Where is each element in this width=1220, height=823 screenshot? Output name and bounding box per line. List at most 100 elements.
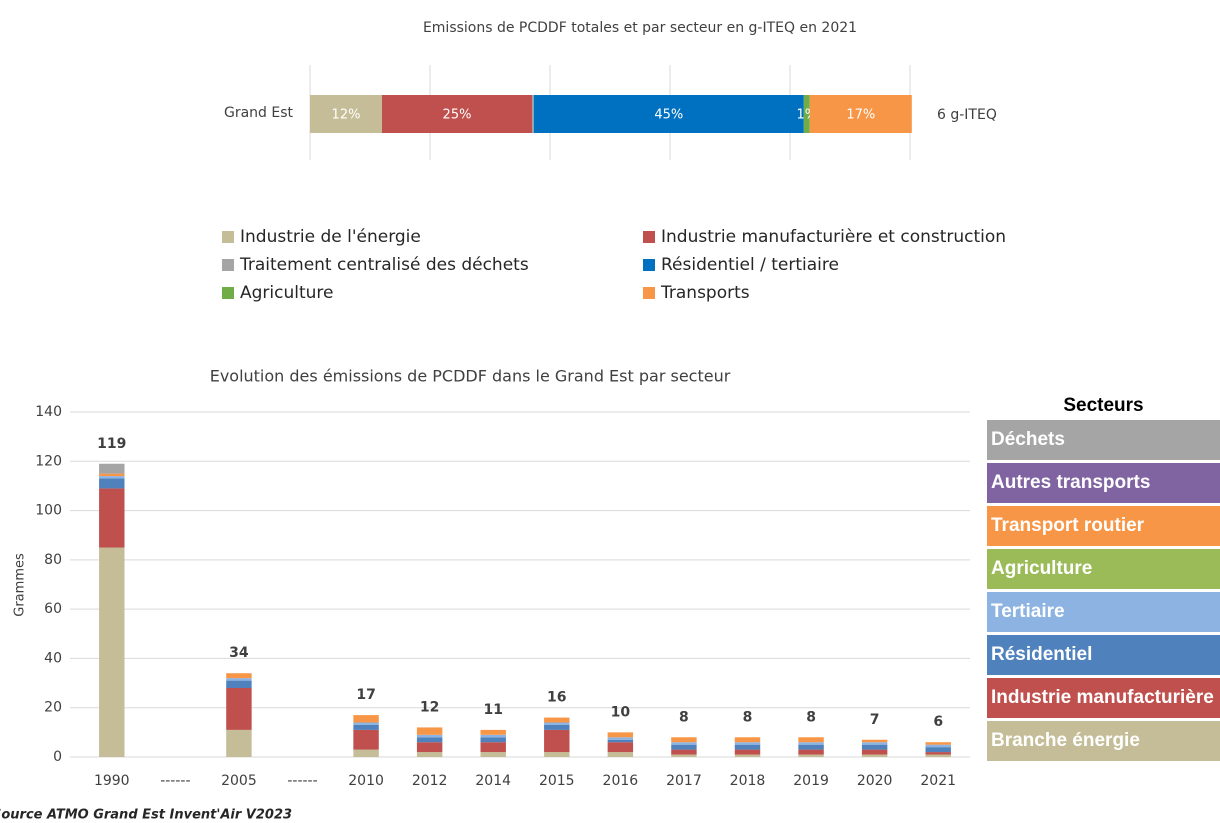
bar-segment <box>544 722 570 725</box>
bar-segment <box>671 742 697 745</box>
y-tick-label: 20 <box>44 700 62 716</box>
bar-segment <box>99 488 125 548</box>
legend-swatch <box>222 259 234 271</box>
bar-segment <box>544 729 570 753</box>
y-tick-label: 0 <box>53 749 62 765</box>
total-label: 8 <box>806 709 816 725</box>
bar-segment <box>532 95 534 133</box>
legend-item: Branche énergie <box>987 721 1220 761</box>
x-tick-label: 2015 <box>539 773 575 789</box>
bar-segment <box>416 752 443 757</box>
bar-segment <box>353 729 379 750</box>
legend-swatch <box>643 259 655 271</box>
bar-segment <box>734 754 761 757</box>
total-label: 17 <box>356 687 375 703</box>
bar-segment <box>99 478 125 489</box>
x-tick-label: ------ <box>287 773 317 789</box>
total-label: 8 <box>743 709 753 725</box>
bar-segment <box>798 737 824 743</box>
bar-segment <box>925 752 951 755</box>
total-label: 11 <box>483 702 502 718</box>
legend-label: Agriculture <box>240 283 334 303</box>
bar-segment <box>671 749 697 755</box>
source-note: Source ATMO Grand Est Invent'Air V2023 <box>0 808 292 823</box>
bar-segment <box>925 742 951 745</box>
legend-swatch <box>222 287 234 299</box>
legend-item: Transport routier <box>987 506 1220 546</box>
bar-segment <box>544 724 570 730</box>
x-tick-label: 2017 <box>666 773 702 789</box>
bar-segment <box>925 744 951 748</box>
y-tick-label: 100 <box>35 503 62 519</box>
bar-segment <box>861 742 888 745</box>
x-tick-label: 2012 <box>412 773 448 789</box>
bar-segment <box>809 95 912 133</box>
bar-segment <box>226 680 252 688</box>
legend-label: Résidentiel / tertiaire <box>661 255 839 275</box>
bar-segment <box>798 754 824 757</box>
y-tick-label: 80 <box>44 552 62 568</box>
y-axis-title: Grammes <box>13 553 28 617</box>
data-label: 17% <box>846 108 875 123</box>
total-label: 7 <box>870 712 880 728</box>
bar-segment <box>310 95 382 133</box>
bar-segment <box>353 722 379 725</box>
legend-label: Traitement centralisé des déchets <box>239 255 529 275</box>
bar-segment <box>803 95 810 133</box>
bar-segment <box>480 737 506 743</box>
bar-segment <box>480 734 506 738</box>
bar-segment <box>607 742 634 753</box>
total-label: 6 <box>933 714 943 730</box>
bar-segment <box>353 715 379 723</box>
total-label: 8 <box>679 709 689 725</box>
legend-item: Autres transports <box>987 463 1220 503</box>
total-annotation: 6 g-ITEQ <box>937 107 997 123</box>
bar-segment <box>734 749 761 755</box>
x-tick-label: 1990 <box>94 773 130 789</box>
bar-segment <box>226 729 252 757</box>
bar-segment <box>734 744 761 750</box>
legend-swatch <box>643 287 655 299</box>
bar-segment <box>798 749 824 755</box>
data-label: 25% <box>443 108 472 123</box>
bar-segment <box>734 742 761 745</box>
bar-segment <box>416 742 443 753</box>
legend-swatch <box>643 231 655 243</box>
x-tick-label: 2016 <box>603 773 639 789</box>
bar-segment <box>671 744 697 750</box>
data-label: 45% <box>654 108 683 123</box>
x-tick-label: 2005 <box>221 773 257 789</box>
x-tick-label: ------ <box>160 773 190 789</box>
total-label: 119 <box>97 436 126 452</box>
bar-segment <box>533 95 804 133</box>
bar-segment <box>671 737 697 743</box>
y-tick-label: 120 <box>35 453 62 469</box>
total-label: 34 <box>229 645 249 661</box>
chart-title: Emissions de PCDDF totales et par secteu… <box>423 20 857 36</box>
category-label: Grand Est <box>224 105 294 121</box>
bar-segment <box>480 752 506 757</box>
total-label: 16 <box>547 690 566 706</box>
bar-segment <box>353 724 379 730</box>
bar-segment <box>99 547 125 757</box>
total-label: 10 <box>611 704 631 720</box>
legend-item: Tertiaire <box>987 592 1220 632</box>
bar-segment <box>861 739 888 743</box>
legend-label: Industrie de l'énergie <box>240 227 421 247</box>
bar-segment <box>416 734 443 738</box>
x-tick-label: 2018 <box>730 773 766 789</box>
legend-label: Industrie manufacturière et construction <box>661 227 1006 247</box>
bar-segment <box>607 739 634 743</box>
legend-item: Résidentiel <box>987 635 1220 675</box>
y-tick-label: 40 <box>44 650 62 666</box>
data-label: 12% <box>332 108 361 123</box>
y-tick-label: 140 <box>35 404 62 420</box>
bar-segment <box>480 729 506 735</box>
bar-segment <box>798 742 824 745</box>
bar-segment <box>607 752 634 757</box>
x-tick-label: 2020 <box>857 773 893 789</box>
bar-segment <box>416 737 443 743</box>
x-tick-label: 2014 <box>475 773 511 789</box>
bar-segment <box>861 744 888 750</box>
bar-segment <box>925 754 951 757</box>
